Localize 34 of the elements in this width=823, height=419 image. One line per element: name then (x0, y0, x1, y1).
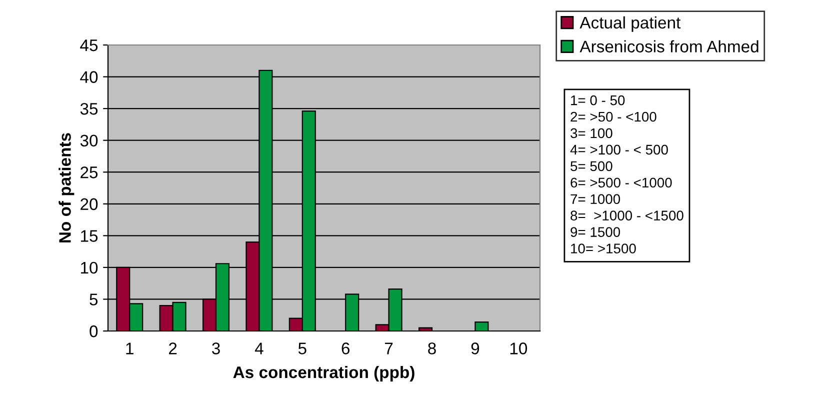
y-axis-title: No of patients (58, 133, 74, 242)
text: 9= 1500 (570, 227, 620, 237)
x-tick-label: 4 (254, 342, 264, 354)
y-tick-label: 25 (80, 166, 98, 178)
x-tick-label: 2 (169, 342, 177, 354)
y-tick-label: 20 (80, 198, 98, 210)
text: 1= 0 - 50 (571, 95, 625, 106)
text: 3= 100 (570, 128, 612, 138)
y-tick-label: 15 (81, 230, 98, 242)
legend-label: Arsenicosis from Ahmed (580, 40, 758, 52)
text: 8= >1000 - <1500 (570, 210, 684, 220)
x-tick-label: 1 (126, 342, 134, 354)
y-tick-label: 5 (90, 294, 98, 306)
y-tick-label: 40 (80, 71, 98, 83)
x-tick-label: 3 (212, 342, 220, 354)
y-tick-label: 10 (81, 262, 98, 274)
text: 7= 1000 (570, 194, 620, 204)
text: 5= 500 (570, 161, 612, 172)
text: 6= >500 - <1000 (570, 178, 672, 188)
x-tick-label: 5 (298, 342, 306, 354)
x-tick-label: 6 (342, 342, 350, 354)
y-tick-label: 35 (80, 102, 98, 115)
legend-label: Actual patient (580, 16, 681, 32)
x-tick-label: 9 (471, 342, 480, 354)
text: 4= >100 - < 500 (570, 144, 668, 155)
x-tick-label: 10 (510, 342, 528, 354)
y-tick-label: 0 (90, 325, 98, 338)
x-tick-label: 7 (385, 342, 393, 354)
x-tick-label: 8 (428, 342, 436, 354)
y-tick-label: 30 (80, 134, 98, 147)
text: 2= >50 - <100 (570, 112, 656, 122)
x-axis-title: As concentration (ppb) (233, 366, 414, 382)
text: 10= >1500 (571, 244, 636, 254)
y-tick-label: 45 (80, 40, 98, 52)
